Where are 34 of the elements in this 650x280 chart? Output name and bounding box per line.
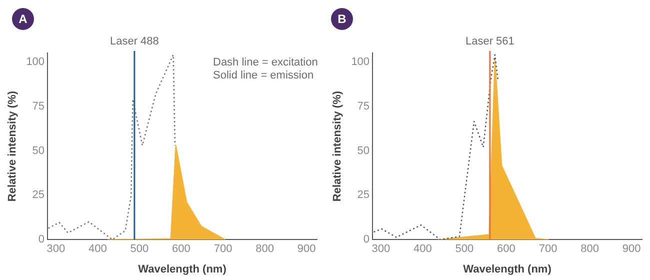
x-tick-label: 400 bbox=[414, 243, 432, 256]
x-axis-title: Wavelength (nm) bbox=[463, 263, 552, 276]
y-tick-label: 25 bbox=[357, 189, 370, 202]
x-tick-label: 300 bbox=[46, 243, 66, 256]
annotation: Dash line = excitation bbox=[213, 56, 318, 69]
x-tick-label: 800 bbox=[580, 243, 599, 256]
y-tick-label: 75 bbox=[32, 100, 45, 112]
y-tick-label: 75 bbox=[357, 100, 370, 112]
y-tick-label: 100 bbox=[26, 56, 45, 68]
y-tick-label: 50 bbox=[357, 144, 370, 157]
x-tick-label: 600 bbox=[172, 243, 190, 256]
x-tick-label: 700 bbox=[538, 243, 558, 256]
y-axis-title: Relative intensity (%) bbox=[6, 90, 19, 202]
chart-title: B bbox=[331, 8, 353, 30]
y-tick-label: 50 bbox=[32, 144, 45, 157]
ref-line-label: Laser 561 bbox=[465, 36, 514, 48]
x-tick-label: 700 bbox=[214, 243, 232, 256]
y-tick-label: 25 bbox=[32, 189, 45, 202]
y-axis-title: Relative intensity (%) bbox=[332, 90, 344, 202]
x-tick-label: 400 bbox=[88, 243, 107, 256]
x-tick-label: 600 bbox=[497, 243, 516, 256]
x-tick-label: 500 bbox=[455, 243, 474, 256]
y-tick-label: 0 bbox=[38, 234, 45, 246]
x-axis-title: Wavelength (nm) bbox=[138, 263, 227, 276]
y-tick-label: 0 bbox=[363, 234, 370, 246]
annotation: Solid line = emission bbox=[213, 70, 314, 82]
x-tick-label: 300 bbox=[372, 243, 390, 256]
x-tick-label: 900 bbox=[297, 243, 316, 256]
x-tick-label: 900 bbox=[622, 243, 641, 256]
chart-title: A bbox=[12, 8, 34, 30]
x-tick-label: 500 bbox=[130, 243, 149, 256]
ref-line-label: Laser 488 bbox=[110, 36, 159, 48]
x-tick-label: 800 bbox=[256, 243, 274, 256]
y-tick-label: 100 bbox=[351, 56, 370, 68]
